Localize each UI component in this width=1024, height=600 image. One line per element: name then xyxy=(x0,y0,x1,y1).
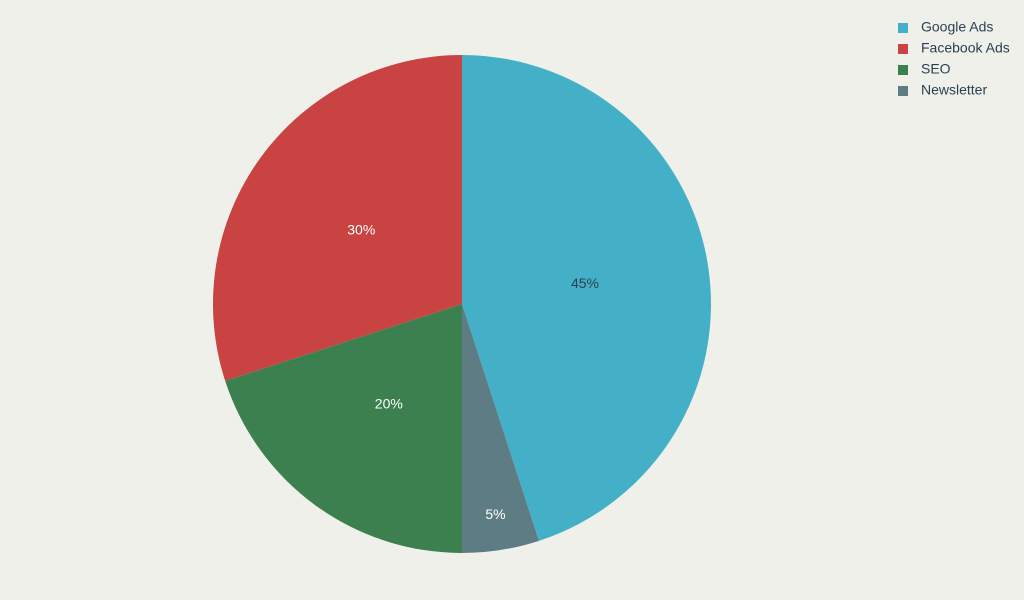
legend-swatch[interactable] xyxy=(898,86,908,96)
slice-label: 5% xyxy=(485,506,505,522)
legend-swatch[interactable] xyxy=(898,65,908,75)
pie-slice xyxy=(462,304,539,553)
legend-swatch[interactable] xyxy=(898,44,908,54)
legend-label[interactable]: Google Ads xyxy=(921,19,993,35)
pie-slice xyxy=(212,55,462,381)
pie-slice xyxy=(462,55,711,541)
slice-label: 30% xyxy=(347,222,375,238)
legend-label[interactable]: Facebook Ads xyxy=(921,40,1010,56)
slice-label: 45% xyxy=(571,275,599,291)
legend-label[interactable]: SEO xyxy=(921,61,951,77)
legend-label[interactable]: Newsletter xyxy=(921,82,987,98)
pie-slice xyxy=(225,304,462,553)
legend-swatch[interactable] xyxy=(898,23,908,33)
slice-label: 20% xyxy=(375,395,403,411)
